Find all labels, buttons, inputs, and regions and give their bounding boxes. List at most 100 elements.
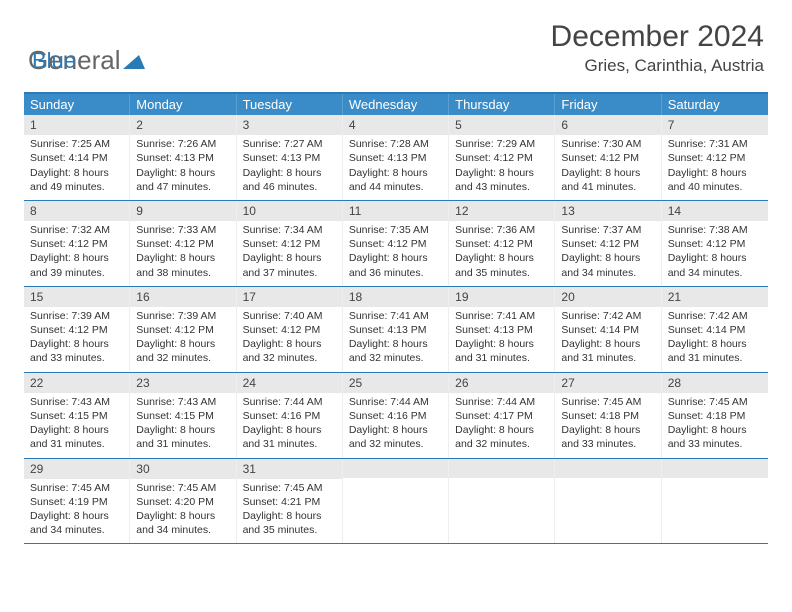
day-daylight: Daylight: 8 hours and 31 minutes. — [243, 423, 336, 451]
week-row: 8Sunrise: 7:32 AMSunset: 4:12 PMDaylight… — [24, 201, 768, 287]
day-sunrise: Sunrise: 7:41 AM — [455, 309, 548, 323]
day-daylight: Daylight: 8 hours and 43 minutes. — [455, 166, 548, 194]
day-number: 11 — [343, 201, 448, 221]
day-daylight: Daylight: 8 hours and 40 minutes. — [668, 166, 762, 194]
day-daylight: Daylight: 8 hours and 34 minutes. — [561, 251, 654, 279]
day-number: 19 — [449, 287, 554, 307]
day-number: 26 — [449, 373, 554, 393]
day-daylight: Daylight: 8 hours and 31 minutes. — [561, 337, 654, 365]
day-sunrise: Sunrise: 7:34 AM — [243, 223, 336, 237]
week-row: 1Sunrise: 7:25 AMSunset: 4:14 PMDaylight… — [24, 115, 768, 201]
day-daylight: Daylight: 8 hours and 47 minutes. — [136, 166, 229, 194]
day-number: 13 — [555, 201, 660, 221]
dow-tuesday: Tuesday — [237, 94, 343, 115]
day-cell: 18 Sunrise: 7:41 AMSunset: 4:13 PMDayligh… — [343, 287, 449, 372]
day-sunrise: Sunrise: 7:27 AM — [243, 137, 336, 151]
day-sunrise: Sunrise: 7:38 AM — [668, 223, 762, 237]
day-daylight: Daylight: 8 hours and 38 minutes. — [136, 251, 229, 279]
day-sunrise: Sunrise: 7:37 AM — [561, 223, 654, 237]
day-sunrise: Sunrise: 7:41 AM — [349, 309, 442, 323]
day-number: 29 — [24, 459, 129, 479]
day-number — [555, 459, 660, 478]
day-sunset: Sunset: 4:12 PM — [243, 323, 336, 337]
day-sunset: Sunset: 4:12 PM — [349, 237, 442, 251]
day-number: 18 — [343, 287, 448, 307]
day-sunset: Sunset: 4:13 PM — [349, 151, 442, 165]
day-cell: 14 Sunrise: 7:38 AMSunset: 4:12 PMDayligh… — [662, 201, 768, 286]
day-cell: 23Sunrise: 7:43 AMSunset: 4:15 PMDayligh… — [130, 373, 236, 458]
location: Gries, Carinthia, Austria — [551, 56, 764, 76]
day-cell: 17Sunrise: 7:40 AMSunset: 4:12 PMDayligh… — [237, 287, 343, 372]
day-cell: 4Sunrise: 7:28 AMSunset: 4:13 PMDaylight… — [343, 115, 449, 200]
day-number: 23 — [130, 373, 235, 393]
logo-triangle-icon — [123, 45, 145, 76]
day-of-week-row: Sunday Monday Tuesday Wednesday Thursday… — [24, 94, 768, 115]
day-sunset: Sunset: 4:19 PM — [30, 495, 123, 509]
day-sunset: Sunset: 4:15 PM — [136, 409, 229, 423]
day-sunset: Sunset: 4:12 PM — [136, 323, 229, 337]
day-cell: 3Sunrise: 7:27 AMSunset: 4:13 PMDaylight… — [237, 115, 343, 200]
day-sunrise: Sunrise: 7:45 AM — [243, 481, 336, 495]
day-daylight: Daylight: 8 hours and 33 minutes. — [561, 423, 654, 451]
day-daylight: Daylight: 8 hours and 41 minutes. — [561, 166, 654, 194]
day-number: 14 — [662, 201, 768, 221]
day-daylight: Daylight: 8 hours and 33 minutes. — [668, 423, 762, 451]
day-daylight: Daylight: 8 hours and 32 minutes. — [349, 423, 442, 451]
day-sunset: Sunset: 4:12 PM — [668, 237, 762, 251]
day-sunrise: Sunrise: 7:42 AM — [561, 309, 654, 323]
day-sunrise: Sunrise: 7:44 AM — [349, 395, 442, 409]
day-daylight: Daylight: 8 hours and 44 minutes. — [349, 166, 442, 194]
day-sunrise: Sunrise: 7:45 AM — [561, 395, 654, 409]
day-number: 27 — [555, 373, 660, 393]
day-number: 7 — [662, 115, 768, 135]
day-sunset: Sunset: 4:14 PM — [561, 323, 654, 337]
day-cell: 5Sunrise: 7:29 AMSunset: 4:12 PMDaylight… — [449, 115, 555, 200]
day-daylight: Daylight: 8 hours and 36 minutes. — [349, 251, 442, 279]
day-sunset: Sunset: 4:12 PM — [561, 237, 654, 251]
day-sunrise: Sunrise: 7:40 AM — [243, 309, 336, 323]
day-daylight: Daylight: 8 hours and 32 minutes. — [243, 337, 336, 365]
day-number: 22 — [24, 373, 129, 393]
day-number: 6 — [555, 115, 660, 135]
day-daylight: Daylight: 8 hours and 34 minutes. — [136, 509, 229, 537]
day-sunrise: Sunrise: 7:43 AM — [30, 395, 123, 409]
day-number: 31 — [237, 459, 342, 479]
day-number — [449, 459, 554, 478]
day-sunrise: Sunrise: 7:42 AM — [668, 309, 762, 323]
day-daylight: Daylight: 8 hours and 35 minutes. — [455, 251, 548, 279]
day-cell: 21Sunrise: 7:42 AMSunset: 4:14 PMDayligh… — [662, 287, 768, 372]
day-cell — [662, 459, 768, 544]
day-daylight: Daylight: 8 hours and 31 minutes. — [136, 423, 229, 451]
day-number: 3 — [237, 115, 342, 135]
logo-text-2: Blue — [32, 48, 76, 74]
day-sunset: Sunset: 4:12 PM — [30, 237, 123, 251]
week-row: 22Sunrise: 7:43 AMSunset: 4:15 PMDayligh… — [24, 373, 768, 459]
day-daylight: Daylight: 8 hours and 32 minutes. — [349, 337, 442, 365]
day-sunrise: Sunrise: 7:31 AM — [668, 137, 762, 151]
day-cell: 26Sunrise: 7:44 AMSunset: 4:17 PMDayligh… — [449, 373, 555, 458]
day-cell: 15Sunrise: 7:39 AMSunset: 4:12 PMDayligh… — [24, 287, 130, 372]
day-cell: 16Sunrise: 7:39 AMSunset: 4:12 PMDayligh… — [130, 287, 236, 372]
day-sunset: Sunset: 4:20 PM — [136, 495, 229, 509]
day-number: 24 — [237, 373, 342, 393]
day-sunset: Sunset: 4:13 PM — [349, 323, 442, 337]
day-sunset: Sunset: 4:12 PM — [561, 151, 654, 165]
day-sunset: Sunset: 4:18 PM — [561, 409, 654, 423]
day-daylight: Daylight: 8 hours and 34 minutes. — [668, 251, 762, 279]
day-cell: 7Sunrise: 7:31 AMSunset: 4:12 PMDaylight… — [662, 115, 768, 200]
day-cell: 30Sunrise: 7:45 AMSunset: 4:20 PMDayligh… — [130, 459, 236, 544]
day-sunset: Sunset: 4:13 PM — [136, 151, 229, 165]
day-daylight: Daylight: 8 hours and 46 minutes. — [243, 166, 336, 194]
day-sunrise: Sunrise: 7:29 AM — [455, 137, 548, 151]
day-number: 4 — [343, 115, 448, 135]
day-daylight: Daylight: 8 hours and 31 minutes. — [668, 337, 762, 365]
day-number — [343, 459, 448, 478]
day-cell: 24Sunrise: 7:44 AMSunset: 4:16 PMDayligh… — [237, 373, 343, 458]
day-daylight: Daylight: 8 hours and 32 minutes. — [455, 423, 548, 451]
day-cell: 1Sunrise: 7:25 AMSunset: 4:14 PMDaylight… — [24, 115, 130, 200]
day-number: 10 — [237, 201, 342, 221]
day-sunrise: Sunrise: 7:30 AM — [561, 137, 654, 151]
day-number: 21 — [662, 287, 768, 307]
day-sunset: Sunset: 4:17 PM — [455, 409, 548, 423]
day-cell: 22Sunrise: 7:43 AMSunset: 4:15 PMDayligh… — [24, 373, 130, 458]
